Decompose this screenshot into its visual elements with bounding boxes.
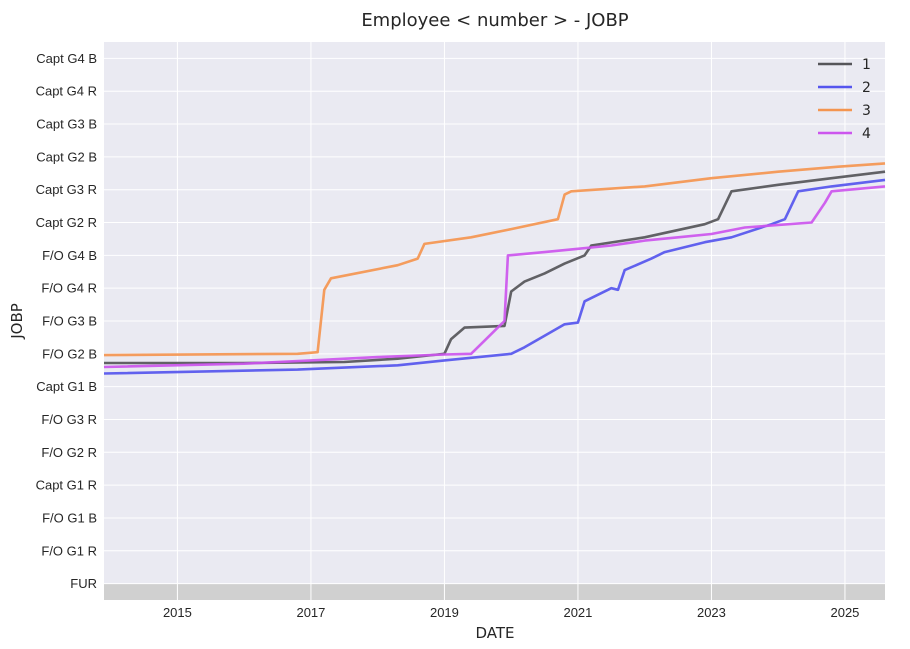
- legend-label-4: 4: [862, 126, 871, 142]
- y-tick-label: F/O G2 R: [41, 445, 97, 460]
- legend: 1 2 3 4: [818, 57, 871, 142]
- y-tick-label: F/O G1 B: [42, 510, 97, 525]
- x-tick-label: 2021: [563, 605, 592, 620]
- series-4-line: [103, 185, 886, 369]
- y-tick-label: F/O G4 R: [41, 281, 97, 296]
- y-tick-label: Capt G4 R: [36, 84, 97, 99]
- series-2-line: [103, 178, 886, 375]
- x-tick-label: 2019: [430, 605, 459, 620]
- fur-band: [104, 584, 885, 600]
- y-tick-label: Capt G2 B: [36, 149, 97, 164]
- y-tick-label: F/O G1 R: [41, 543, 97, 558]
- y-tick-label: F/O G3 R: [41, 412, 97, 427]
- y-tick-label: Capt G1 B: [36, 379, 97, 394]
- series-lines: [103, 162, 886, 375]
- y-tick-label: Capt G2 R: [36, 215, 97, 230]
- legend-label-1: 1: [862, 57, 871, 73]
- x-tick-labels: 2015 2017 2019 2021 2023 2025: [163, 605, 859, 620]
- chart-title: Employee < number > - JOBP: [361, 10, 628, 31]
- x-tick-label: 2025: [830, 605, 859, 620]
- series-3-line: [103, 162, 886, 357]
- y-axis-label: JOBP: [8, 303, 26, 340]
- y-tick-label: FUR: [70, 576, 97, 591]
- y-tick-label: Capt G1 R: [36, 478, 97, 493]
- x-tick-label: 2023: [697, 605, 726, 620]
- x-tick-label: 2017: [296, 605, 325, 620]
- y-tick-label: Capt G4 B: [36, 51, 97, 66]
- y-tick-labels: FUR F/O G1 R F/O G1 B Capt G1 R F/O G2 R F/O …: [36, 51, 97, 591]
- x-axis-label: DATE: [475, 624, 514, 642]
- legend-label-2: 2: [862, 80, 871, 96]
- y-tick-label: F/O G4 B: [42, 248, 97, 263]
- y-tick-label: Capt G3 B: [36, 117, 97, 132]
- y-tick-label: Capt G3 R: [36, 182, 97, 197]
- y-tick-label: F/O G3 B: [42, 314, 97, 329]
- y-tick-label: F/O G2 B: [42, 346, 97, 361]
- x-tick-label: 2015: [163, 605, 192, 620]
- legend-label-3: 3: [862, 103, 871, 119]
